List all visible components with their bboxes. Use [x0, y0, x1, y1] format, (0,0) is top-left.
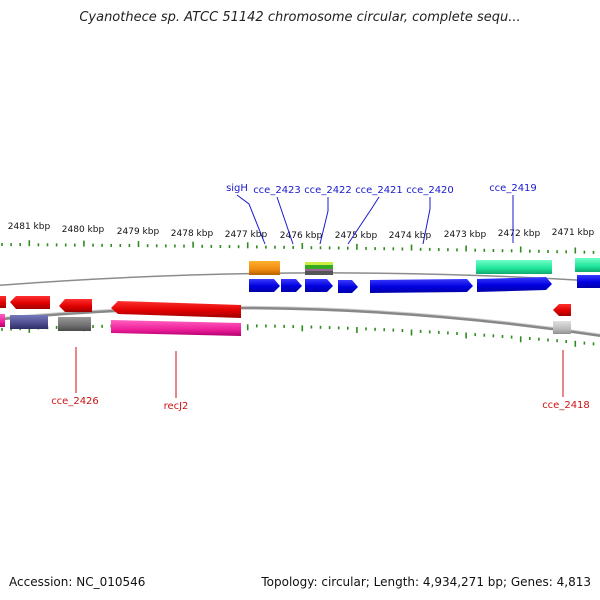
gene-block — [0, 314, 5, 327]
scale-label: 2477 kbp — [225, 230, 268, 240]
gene-arrow-recj2 — [111, 301, 241, 318]
gene-arrow — [10, 296, 50, 309]
accession-label: Accession: NC_010546 — [9, 575, 146, 589]
gene-arrow — [577, 275, 600, 288]
feature-block — [305, 262, 333, 265]
gene-arrow-cce_2419 — [477, 277, 552, 292]
gene-leader-line — [319, 197, 329, 245]
gene-arrow — [0, 296, 6, 308]
gene-label-cce-2426[interactable]: cce_2426 — [51, 396, 99, 407]
gene-arrow-sigH — [249, 279, 280, 292]
feature-block — [305, 269, 333, 271]
gene-arrow — [59, 299, 92, 312]
gene-arrow-cce_2422 — [305, 279, 333, 292]
gene-arrow-cce_2421 — [338, 280, 358, 293]
gene-label-cce-2422[interactable]: cce_2422 — [304, 185, 352, 196]
gene-label-cce-2419[interactable]: cce_2419 — [489, 183, 537, 194]
backbone-inner — [0, 306, 600, 338]
gene-leader-line — [422, 197, 431, 245]
scale-label: 2480 kbp — [62, 225, 105, 235]
outer-scale-ticks — [1, 240, 595, 254]
feature-block — [476, 260, 552, 274]
gene-block — [10, 315, 48, 329]
scale-label: 2472 kbp — [498, 229, 541, 239]
scale-label: 2475 kbp — [335, 231, 378, 241]
scale-label: 2479 kbp — [117, 227, 160, 237]
gene-leader-line — [236, 194, 266, 245]
scale-label: 2481 kbp — [8, 222, 51, 232]
backbone-outer — [0, 272, 600, 287]
chart-title: Cyanothece sp. ATCC 51142 chromosome cir… — [79, 10, 521, 25]
scale-label: 2474 kbp — [389, 231, 432, 241]
scale-label: 2476 kbp — [280, 231, 323, 241]
feature-block — [575, 258, 600, 272]
scale-label: 2473 kbp — [444, 230, 487, 240]
feature-block — [305, 271, 333, 275]
gene-label-cce-2423[interactable]: cce_2423 — [253, 185, 301, 196]
gene-block — [111, 320, 241, 336]
feature-block — [249, 261, 280, 275]
feature-block — [305, 265, 333, 269]
gene-label-cce-2418[interactable]: cce_2418 — [542, 400, 590, 411]
gene-label-sigH[interactable]: sigH — [226, 183, 248, 194]
gene-label-recJ2[interactable]: recJ2 — [164, 401, 189, 412]
genome-summary: Topology: circular; Length: 4,934,271 bp… — [261, 575, 591, 589]
gene-arrow-cce_2420 — [370, 279, 473, 293]
gene-label-cce-2421[interactable]: cce_2421 — [355, 185, 403, 196]
gene-leader-line — [347, 196, 380, 245]
gene-label-cce-2420[interactable]: cce_2420 — [406, 185, 454, 196]
gene-leader-line — [276, 196, 294, 245]
gene-arrow-cce_2423 — [281, 279, 302, 292]
gene-arrow-cce_2418 — [553, 304, 571, 316]
gene-block — [58, 317, 91, 331]
gene-block — [553, 321, 571, 334]
scale-label: 2471 kbp — [552, 228, 595, 238]
scale-label: 2478 kbp — [171, 229, 214, 239]
